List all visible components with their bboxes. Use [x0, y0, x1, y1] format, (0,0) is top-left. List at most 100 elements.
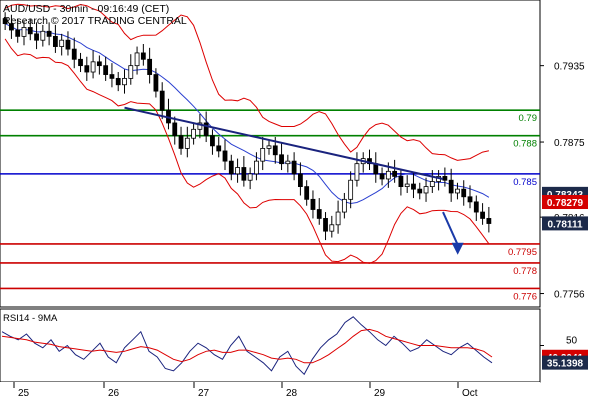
resistance-trendline: [124, 106, 444, 180]
main-plot-frame: [0, 0, 541, 308]
candle-body-76: [480, 211, 485, 219]
time-tick-label-4: 29: [374, 388, 386, 399]
chart-title: AUD/USD - 30min - 09:16:49 (CET): [3, 3, 169, 15]
rsi-tick-label-0: 50: [566, 336, 578, 347]
level-label-5: 0.776: [513, 291, 537, 302]
candle-body-28: [178, 135, 184, 149]
candle-body-41: [260, 148, 266, 162]
candle-body-34: [216, 145, 222, 152]
candle-body-65: [411, 183, 416, 190]
candle-body-50: [316, 209, 322, 219]
candle-body-62: [392, 170, 398, 177]
level-label-1: 0.788: [513, 139, 537, 150]
candle-body-3: [21, 27, 27, 37]
candle-body-31: [197, 122, 203, 130]
candle-body-10: [65, 39, 71, 50]
candle-body-55: [348, 179, 354, 200]
price-tick-label-0: 0.7935: [554, 62, 585, 73]
candle-body-27: [172, 122, 178, 137]
candle-body-77: [486, 218, 492, 224]
bollinger-bands: [4, 3, 490, 264]
candle-body-33: [210, 135, 215, 147]
level-label-0: 0.79: [519, 113, 538, 124]
candle-body-71: [448, 179, 454, 194]
price-candles: [2, 12, 492, 241]
candle-body-23: [147, 58, 153, 75]
candle-body-37: [235, 167, 240, 175]
candle-body-1: [9, 23, 14, 31]
price-value-tag-label-2: 0.78111: [547, 219, 582, 230]
candle-body-19: [122, 77, 127, 86]
rsi-line: [1, 316, 493, 376]
rsi-plot-frame: [0, 308, 541, 383]
time-tick-label-3: 28: [286, 388, 298, 399]
candle-body-8: [52, 35, 58, 47]
candle-body-32: [203, 122, 209, 137]
candle-body-21: [134, 52, 140, 67]
candle-body-52: [329, 224, 335, 232]
candle-body-53: [335, 211, 341, 226]
candle-body-13: [84, 65, 90, 73]
candle-body-48: [304, 186, 310, 200]
candle-body-18: [115, 77, 121, 86]
time-tick-label-1: 26: [108, 388, 120, 399]
rsi-value-tag-1: [542, 355, 588, 370]
candle-body-66: [417, 188, 423, 194]
level-label-2: 0.785: [513, 177, 537, 188]
candle-body-73: [461, 188, 467, 198]
price-tick-label-3: 0.7756: [554, 290, 585, 301]
candle-body-25: [159, 90, 165, 111]
rsi-value-tag-label-1: 35.1398: [547, 359, 584, 370]
candle-body-5: [34, 33, 39, 41]
candle-body-0: [2, 18, 8, 25]
candle-body-12: [78, 58, 83, 67]
level-label-3: 0.7795: [508, 247, 537, 258]
candle-body-35: [222, 150, 228, 162]
candle-body-16: [103, 65, 109, 75]
candle-body-75: [473, 201, 479, 213]
rsi-ma-line: [1, 328, 493, 364]
candle-body-39: [247, 173, 253, 181]
candle-body-11: [71, 48, 77, 60]
candle-body-9: [59, 39, 65, 47]
price-tick-label-1: 0.7875: [554, 138, 585, 149]
candle-body-7: [46, 30, 52, 37]
candle-body-74: [467, 196, 473, 203]
candle-body-45: [285, 160, 291, 165]
candle-body-15: [96, 61, 102, 67]
candle-body-72: [455, 188, 460, 194]
x-axis-band: [0, 382, 540, 400]
candle-body-51: [323, 218, 328, 232]
level-label-4: 0.778: [513, 266, 537, 277]
candle-body-20: [128, 65, 134, 79]
time-tick-label-5: Oct: [462, 388, 478, 399]
candle-body-68: [429, 181, 435, 188]
candle-body-47: [297, 173, 303, 188]
candle-body-67: [423, 186, 429, 194]
candle-body-54: [341, 198, 347, 213]
candle-body-61: [385, 170, 391, 180]
candle-body-70: [442, 176, 448, 181]
candle-body-56: [354, 163, 360, 181]
forecast-arrow-shaft: [442, 211, 459, 246]
rsi-title: RSI14 - 9MA: [3, 313, 58, 324]
candle-body-4: [27, 27, 33, 35]
candle-body-49: [310, 198, 316, 210]
candle-body-29: [184, 137, 190, 149]
candle-body-30: [191, 128, 197, 139]
candle-body-60: [379, 173, 385, 180]
candle-body-22: [140, 52, 146, 60]
forecast-arrow-head: [451, 242, 464, 255]
candle-body-40: [254, 160, 259, 175]
bollinger-lower-line: [4, 38, 490, 264]
price-value-tag-1: [542, 195, 588, 210]
chart-subtitle: Research © 2017 TRADING CENTRAL: [3, 15, 187, 27]
candle-body-36: [228, 160, 234, 175]
time-axis: 25 26 27 28 29 Oct: [13, 382, 478, 399]
trend-annotations: [124, 106, 464, 255]
candle-body-64: [404, 183, 410, 188]
time-tick-label-2: 27: [198, 388, 210, 399]
